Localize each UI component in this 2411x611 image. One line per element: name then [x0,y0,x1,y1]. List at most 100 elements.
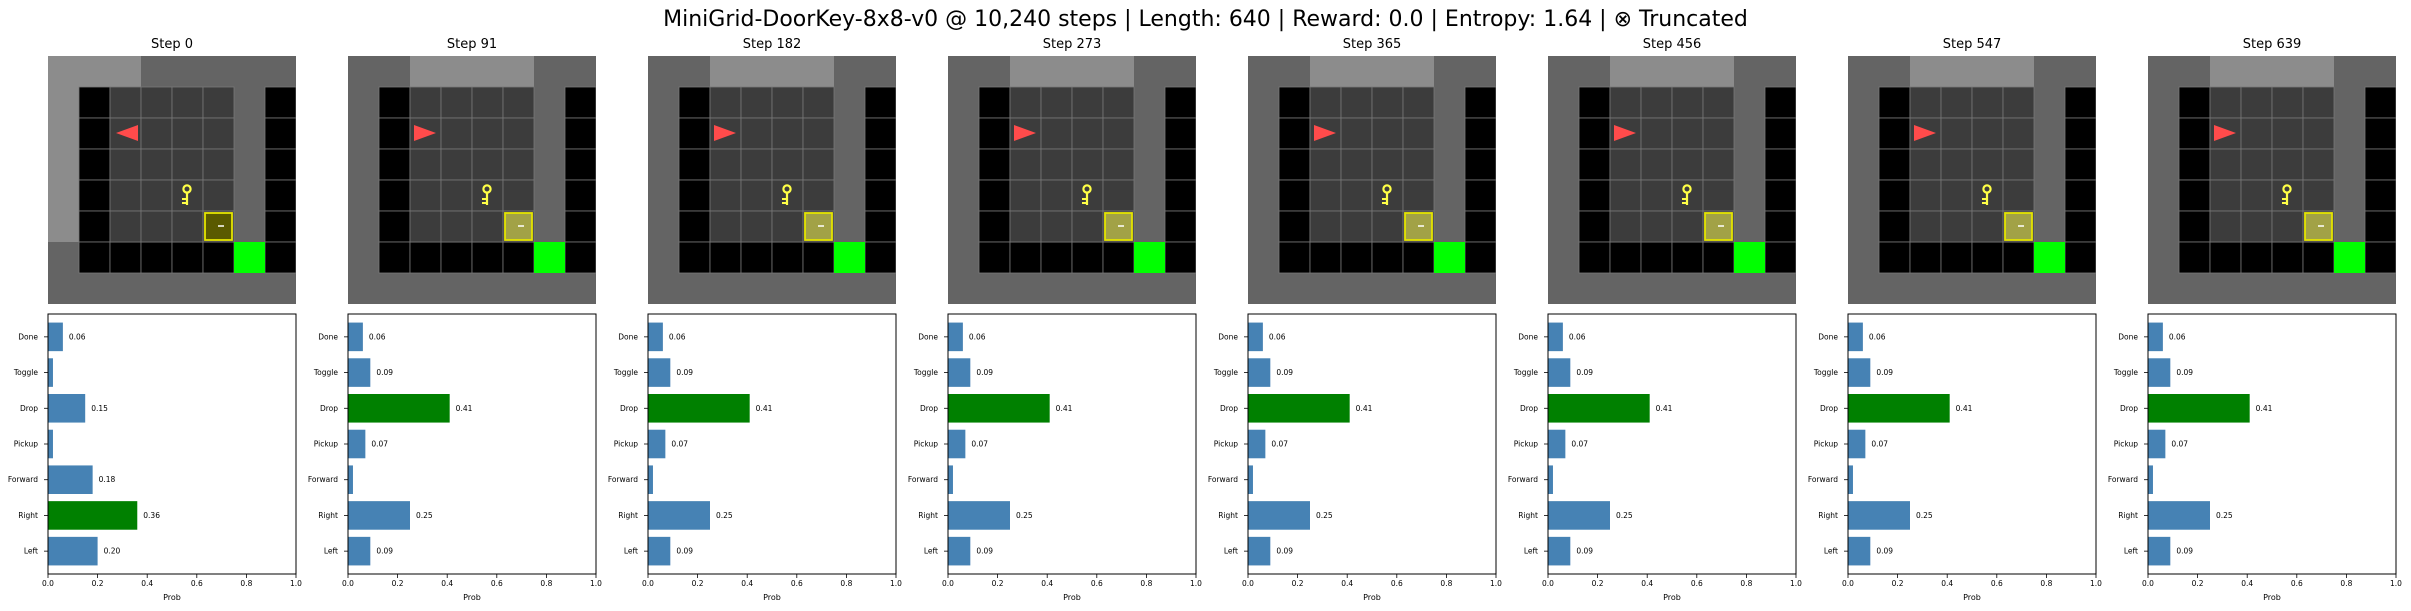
floor-cell [709,179,742,212]
grid-observation [2148,56,2396,304]
unseen-cell [1278,179,1311,212]
unseen-cell [378,117,411,150]
value-label: 0.09 [2176,368,2193,377]
floor-cell [1340,210,1373,243]
action-probability-chart: Left 0.09 Right 0.25 Forward Pickup 0.07 Drop 0.… [1808,313,2102,602]
category-label: Toggle [913,368,939,377]
unseen-cell [740,241,773,274]
floor-cell [140,210,173,243]
key-icon [2282,184,2292,205]
unseen-cell [564,86,596,119]
bar [2148,501,2210,530]
unseen-cell [678,86,711,119]
key-shaft [185,192,189,205]
agent-triangle-icon [1614,125,1636,141]
bar [48,429,53,459]
floor-cell [1102,148,1135,181]
floor-cell [771,117,804,150]
action-probability-chart: Left 0.09 Right 0.25 Forward Pickup 0.07 Drop 0.… [308,313,602,602]
unseen-cell [978,241,1011,274]
unseen-cell [1764,179,1796,212]
step-title: Step 547 [1942,37,2002,52]
x-tick-label: 1.0 [1490,579,1502,588]
key-shaft [785,192,789,205]
floor-cell [1402,117,1435,150]
grid-observation [348,56,596,304]
unseen-cell [978,179,1011,212]
category-label: Forward [608,475,638,484]
key-icon [182,184,192,205]
floor-cell [1309,86,1342,119]
step-title: Step 91 [446,37,498,52]
floor-cell [502,117,535,150]
bar [1248,536,1271,566]
unseen-cell [564,148,596,181]
key-tooth [482,198,486,200]
value-label: 0.07 [971,440,988,449]
plot-frame [1547,313,1797,575]
category-label: Done [2118,332,2138,341]
bar [648,465,653,494]
explored-area [710,56,834,87]
unseen-cell [264,179,296,212]
x-axis-label: Prob [163,593,181,602]
unseen-cell [1909,241,1942,274]
plot-frame [47,313,297,575]
x-tick-label: 0.0 [942,579,954,588]
bar [1248,358,1271,387]
key-icon [1682,184,1692,205]
unseen-cell [2302,241,2335,274]
category-label: Right [918,511,938,520]
floor-cell [1702,148,1735,181]
key-shaft [2285,192,2289,205]
unseen-cell [678,179,711,212]
goal-square-icon [1734,242,1765,273]
unseen-cell [1464,86,1496,119]
value-label: 0.09 [976,368,993,377]
category-label: Pickup [914,440,938,449]
explored-area [48,87,79,242]
unseen-cell [409,241,442,274]
category-label: Forward [908,475,938,484]
unseen-cell [1278,241,1311,274]
category-label: Left [924,547,938,556]
floor-cell [2002,179,2035,212]
category-label: Drop [1520,404,1538,413]
value-label: 0.25 [1016,511,1033,520]
bar [2148,394,2250,423]
category-label: Done [318,332,338,341]
category-label: Right [2118,511,2138,520]
key-tooth [1682,202,1686,204]
category-label: Toggle [1813,368,1839,377]
bar [948,501,1010,530]
floor-cell [1009,179,1042,212]
floor-cell [202,148,235,181]
value-label: 0.09 [376,547,393,556]
unseen-cell [378,210,411,243]
unseen-cell [378,86,411,119]
explored-area [410,56,534,87]
floor-cell [709,210,742,243]
unseen-cell [2240,241,2273,274]
floor-cell [1309,148,1342,181]
key-tooth [182,202,186,204]
unseen-cell [1164,179,1196,212]
category-label: Left [1524,547,1538,556]
floor-cell [1102,179,1135,212]
unseen-cell [1578,210,1611,243]
grid-observation [48,56,296,304]
x-tick-label: 0.8 [1440,579,1452,588]
category-label: Done [618,332,638,341]
floor-cell [202,179,235,212]
category-label: Drop [1220,404,1238,413]
plot-area [1548,314,1796,574]
floor-cell [502,148,535,181]
unseen-cell [264,148,296,181]
unseen-cell [2364,86,2396,119]
floor-cell [1402,86,1435,119]
unseen-cell [1071,241,1104,274]
key-tooth [1382,198,1386,200]
floor-cell [1971,148,2004,181]
unseen-cell [564,241,596,274]
category-label: Left [2124,547,2138,556]
